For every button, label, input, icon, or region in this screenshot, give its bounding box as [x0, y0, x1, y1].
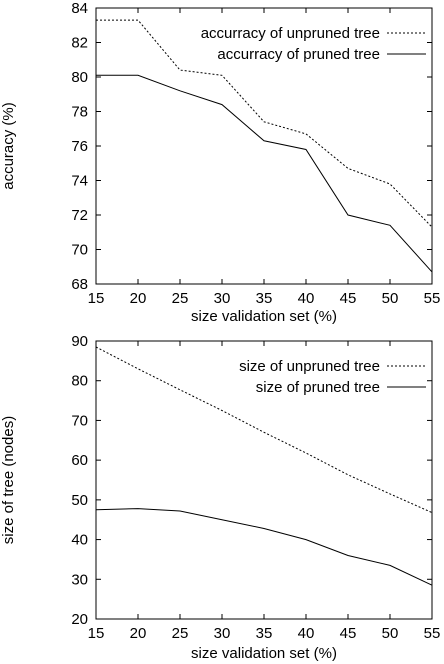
y-tick-label: 74	[71, 173, 88, 190]
x-tick-label: 50	[382, 290, 399, 307]
legend-label: size of pruned tree	[256, 379, 380, 396]
legend-label: size of unpruned tree	[239, 358, 380, 375]
accuracy-chart: 15 20 25 30 35 40 45 50 55 68 70 72 74 76 78 80 82 84 ac…	[0, 0, 440, 325]
x-tick-label: 35	[256, 625, 273, 642]
y-axis-label: size of tree (nodes)	[0, 416, 17, 544]
x-tick-label: 55	[424, 290, 441, 307]
x-tick-label: 15	[88, 625, 105, 642]
unpruned-series-line	[95, 346, 433, 514]
x-tick-label: 40	[298, 625, 315, 642]
x-tick-label: 30	[214, 625, 231, 642]
x-tick-label: 45	[340, 290, 357, 307]
y-tick-label: 84	[71, 0, 88, 17]
tick-marks	[95, 340, 433, 620]
y-tick-label: 20	[71, 611, 88, 628]
y-tick-label: 90	[71, 333, 88, 350]
legend: accurracy of unpruned tree accurracy of p…	[201, 25, 426, 63]
x-tick-label: 45	[340, 625, 357, 642]
pruned-series-line	[96, 74, 433, 273]
x-tick-label: 40	[298, 290, 315, 307]
y-tick-label: 82	[71, 35, 88, 52]
y-axis-label: accuracy (%)	[0, 102, 17, 190]
series-lines	[95, 346, 433, 586]
x-tick-label: 15	[88, 290, 105, 307]
legend: size of unpruned tree size of pruned tree	[239, 358, 426, 396]
y-tick-label: 50	[71, 492, 88, 509]
series-lines	[96, 19, 433, 273]
y-tick-label: 80	[71, 69, 88, 86]
x-axis-label: size validation set (%)	[191, 308, 337, 325]
tick-marks	[95, 7, 433, 285]
y-tick-label: 70	[71, 242, 88, 259]
y-tick-label: 80	[71, 373, 88, 390]
y-tick-label: 60	[71, 452, 88, 469]
x-axis-label: size validation set (%)	[191, 645, 337, 662]
y-tick-label: 78	[71, 104, 88, 121]
x-tick-label: 50	[382, 625, 399, 642]
x-tick-labels: 15 20 25 30 35 40 45 50 55	[88, 290, 441, 307]
x-tick-labels: 15 20 25 30 35 40 45 50 55	[88, 625, 441, 642]
x-tick-label: 35	[256, 290, 273, 307]
legend-label: accurracy of pruned tree	[217, 46, 380, 63]
x-tick-label: 20	[130, 290, 147, 307]
y-tick-label: 30	[71, 571, 88, 588]
y-tick-labels: 68 70 72 74 76 78 80 82 84	[71, 0, 88, 293]
x-tick-label: 30	[214, 290, 231, 307]
y-tick-label: 72	[71, 207, 88, 224]
y-tick-label: 70	[71, 412, 88, 429]
unpruned-series-line	[96, 19, 433, 228]
pruned-series-line	[95, 508, 433, 586]
x-tick-label: 25	[172, 625, 189, 642]
y-tick-label: 40	[71, 532, 88, 549]
x-tick-label: 55	[424, 625, 441, 642]
y-tick-label: 68	[71, 276, 88, 293]
x-tick-label: 20	[130, 625, 147, 642]
legend-label: accurracy of unpruned tree	[201, 25, 380, 42]
x-tick-label: 25	[172, 290, 189, 307]
y-tick-labels: 20 30 40 50 60 70 80 90	[71, 333, 88, 628]
y-tick-label: 76	[71, 138, 88, 155]
